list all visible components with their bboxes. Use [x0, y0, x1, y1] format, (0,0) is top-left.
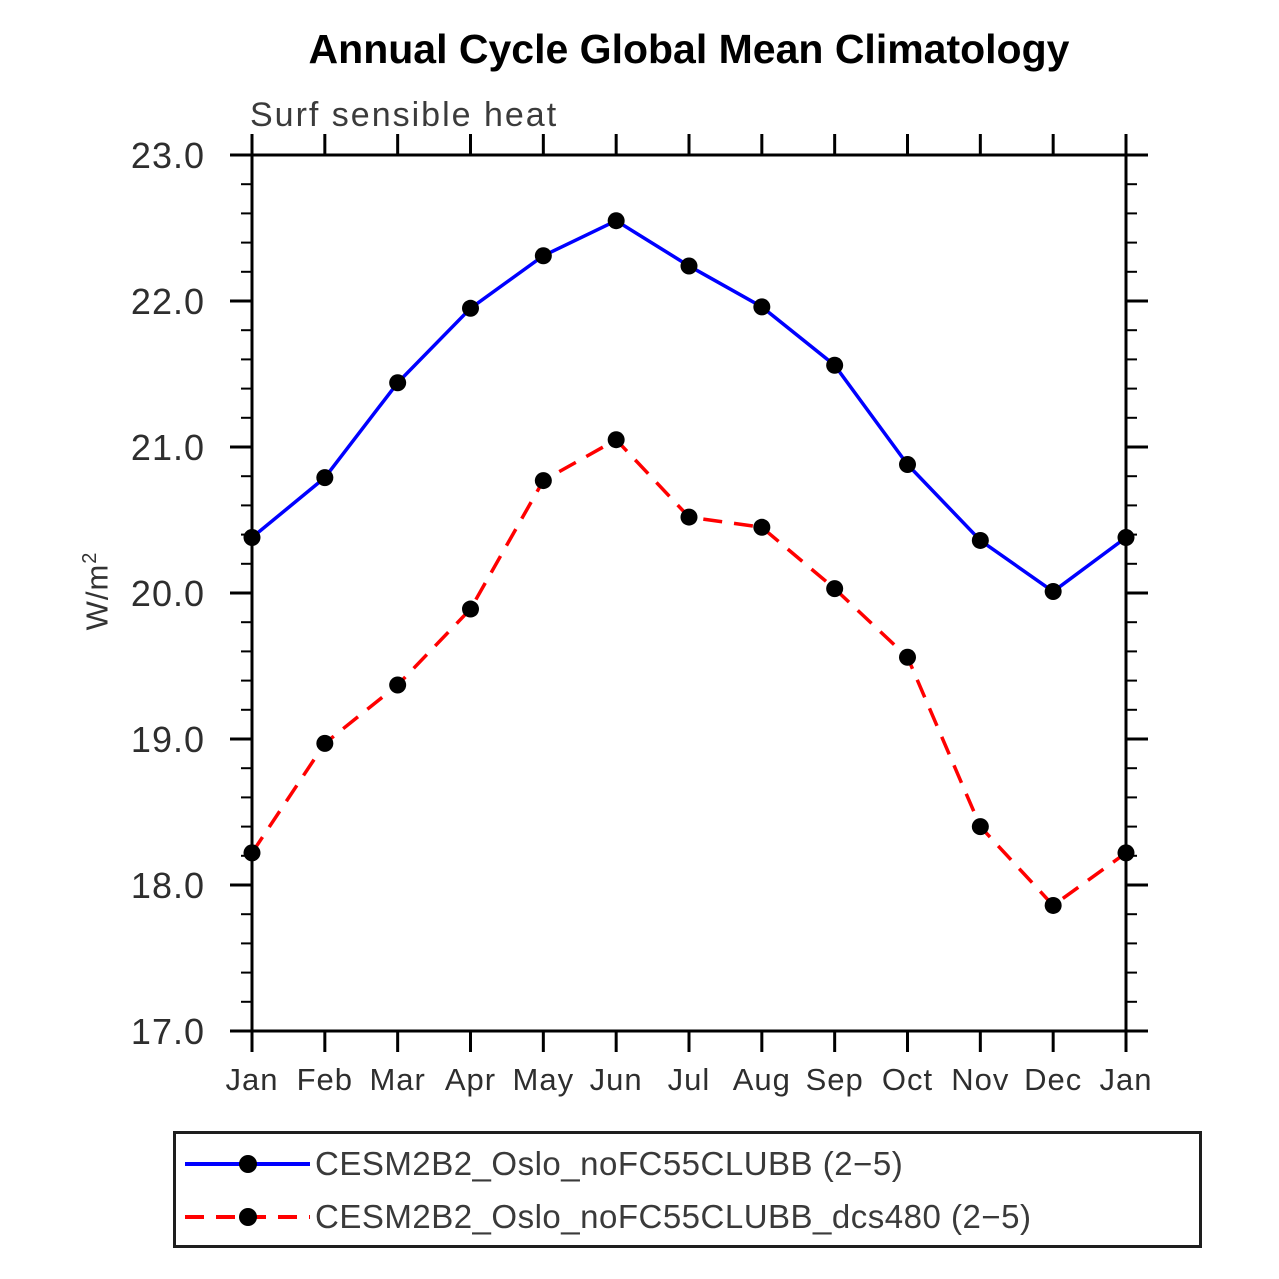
legend: CESM2B2_Oslo_noFC55CLUBB (2−5) CESM2B2_O…: [173, 1131, 1202, 1248]
x-tick-label: Oct: [882, 1062, 933, 1097]
data-point-marker: [971, 818, 989, 836]
legend-sample-series2: [185, 1205, 310, 1229]
x-tick-label: Aug: [733, 1062, 791, 1097]
data-point-marker: [1044, 896, 1062, 914]
data-point-marker: [243, 844, 261, 862]
data-point-marker: [316, 734, 334, 752]
x-tick-label: Jul: [668, 1062, 711, 1097]
data-point-marker: [534, 247, 552, 265]
data-point-marker: [971, 531, 989, 549]
data-point-marker: [389, 374, 407, 392]
legend-label-series2: CESM2B2_Oslo_noFC55CLUBB_dcs480 (2−5): [315, 1198, 1032, 1235]
data-point-marker: [753, 298, 771, 316]
data-point-marker: [826, 356, 844, 374]
data-point-marker: [607, 431, 625, 449]
y-tick-label: 23.0: [131, 135, 205, 176]
plot-frame: [250, 153, 1128, 1033]
data-point-marker: [753, 518, 771, 536]
data-point-marker: [243, 529, 261, 547]
chart-subtitle: Surf sensible heat: [250, 96, 559, 134]
marker-dot-icon: [239, 1208, 257, 1226]
data-point-marker: [462, 600, 479, 618]
x-tick-label: Feb: [297, 1062, 353, 1097]
data-point-marker: [899, 648, 916, 666]
y-tick-label: 20.0: [131, 573, 205, 614]
y-tick-label: 21.0: [131, 427, 205, 468]
data-point-marker: [534, 472, 552, 490]
data-point-marker: [826, 580, 844, 598]
data-point-marker: [462, 299, 479, 317]
x-tick-label: May: [513, 1062, 575, 1097]
chart-title: Annual Cycle Global Mean Climatology: [308, 26, 1070, 72]
series-line-1: [250, 218, 1128, 594]
y-tick-label: 18.0: [131, 865, 205, 906]
data-point-marker: [607, 212, 625, 230]
data-point-marker: [389, 676, 407, 694]
x-tick-label: Apr: [445, 1062, 496, 1097]
y-tick-label: 17.0: [131, 1011, 205, 1052]
data-point-marker: [899, 456, 916, 474]
x-tick-label: Jan: [226, 1062, 279, 1097]
data-point-marker: [316, 469, 334, 487]
data-point-marker: [1117, 844, 1135, 862]
legend-item-series2: CESM2B2_Oslo_noFC55CLUBB_dcs480 (2−5): [185, 1198, 1031, 1235]
data-point-marker: [1044, 583, 1062, 601]
y-tick-label: 22.0: [131, 281, 205, 322]
x-tick-label: Mar: [369, 1062, 425, 1097]
legend-label-series1: CESM2B2_Oslo_noFC55CLUBB (2−5): [315, 1145, 904, 1182]
y-tick-label: 19.0: [131, 719, 205, 760]
x-tick-label: Jan: [1100, 1062, 1153, 1097]
x-tick-label: Jun: [590, 1062, 643, 1097]
x-tick-label: Dec: [1024, 1062, 1082, 1097]
legend-item-series1: CESM2B2_Oslo_noFC55CLUBB (2−5): [185, 1145, 903, 1182]
data-point-marker: [680, 257, 698, 275]
data-point-marker: [1117, 529, 1135, 547]
legend-sample-series1: [185, 1152, 310, 1176]
x-tick-label: Nov: [951, 1062, 1009, 1097]
marker-dot-icon: [239, 1155, 257, 1173]
x-tick-label: Sep: [806, 1062, 864, 1097]
data-point-marker: [680, 508, 698, 526]
